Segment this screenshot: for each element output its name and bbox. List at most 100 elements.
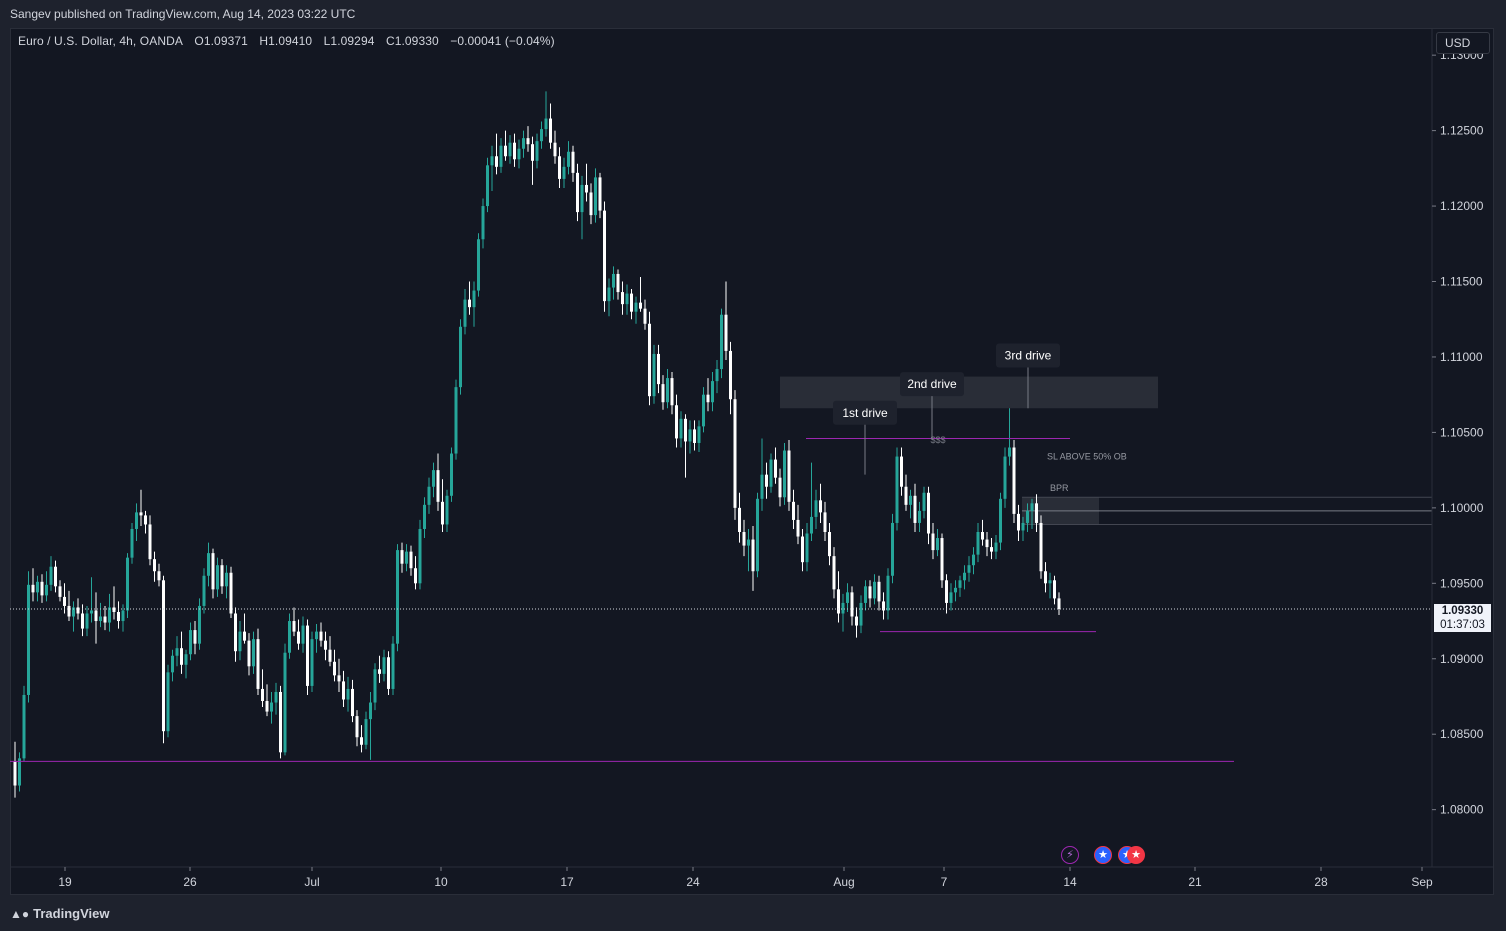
candle <box>477 233 480 297</box>
candle <box>202 568 206 614</box>
candle <box>891 513 894 584</box>
candle <box>729 341 732 415</box>
candle-body <box>850 592 854 617</box>
candle <box>418 519 422 590</box>
candle <box>450 447 453 502</box>
candle-body <box>117 611 120 622</box>
candle <box>85 605 89 637</box>
candle-body <box>936 538 939 551</box>
candle-body <box>180 648 183 665</box>
candlestick-chart[interactable]: 1st drive 2nd drive 3rd drive $$$ SL ABOVE 5… <box>10 28 1494 895</box>
candle-body <box>166 672 170 732</box>
candle <box>778 468 782 507</box>
candle-body <box>67 605 71 617</box>
us-flag-icon[interactable]: ★ <box>1094 846 1112 864</box>
candle <box>22 685 26 762</box>
candle-body <box>886 575 890 611</box>
candle-body <box>1044 571 1047 584</box>
candle-body <box>756 498 759 572</box>
candle-body <box>81 613 84 629</box>
candle <box>121 604 125 632</box>
candle <box>1021 516 1025 542</box>
candle <box>688 420 692 454</box>
time-tick-label: 26 <box>183 875 197 889</box>
us-flag-icon[interactable]: ★ <box>1127 846 1145 864</box>
candle-body <box>819 500 822 513</box>
candle <box>409 545 413 576</box>
candle <box>724 281 728 360</box>
candle <box>895 447 899 531</box>
time-tick-label: Jul <box>304 875 319 889</box>
candle-body <box>918 510 921 523</box>
symbol-name: Euro / U.S. Dollar, 4h, OANDA <box>18 34 183 48</box>
candle <box>742 519 746 557</box>
drive-callout: 3rd drive <box>996 343 1060 409</box>
candle-body <box>342 681 345 700</box>
candle-body <box>972 554 975 566</box>
candle <box>765 462 768 499</box>
candle-body <box>855 616 858 626</box>
candle-body <box>657 353 660 385</box>
candle <box>733 390 737 520</box>
candle-body <box>499 145 503 167</box>
candle-body <box>544 118 548 130</box>
currency-button[interactable]: USD <box>1436 32 1490 54</box>
candles <box>13 91 1061 798</box>
candle-body <box>940 538 944 581</box>
candle-body <box>810 516 813 534</box>
candle <box>981 519 984 546</box>
candle-body <box>949 592 953 603</box>
candle <box>337 658 341 692</box>
candle-body <box>931 533 935 551</box>
candle-body <box>292 621 296 632</box>
publish-info: Sangev published on TradingView.com, Aug… <box>10 7 356 21</box>
candle-body <box>220 565 224 587</box>
candle-body <box>459 326 462 388</box>
candle-body <box>549 118 552 143</box>
candle <box>1030 498 1034 529</box>
candle <box>382 649 386 682</box>
zones <box>780 376 1432 525</box>
candle-body <box>396 550 399 644</box>
candle <box>850 586 854 626</box>
candle <box>36 575 39 602</box>
candle-body <box>63 596 66 606</box>
candle <box>747 528 750 572</box>
candle <box>301 616 305 653</box>
candle <box>18 752 21 792</box>
candle <box>148 515 152 566</box>
candle <box>297 619 300 650</box>
candle-body <box>567 151 570 167</box>
candle-body <box>846 592 849 603</box>
candle-body <box>625 293 629 305</box>
candle <box>643 299 647 330</box>
candle-body <box>783 450 786 498</box>
candle <box>94 592 98 644</box>
candle <box>211 548 215 599</box>
candle-body <box>162 580 165 732</box>
candle-body <box>103 616 107 623</box>
candle-body <box>616 273 620 293</box>
lightning-icon[interactable]: ⚡ <box>1061 846 1079 864</box>
candle <box>171 649 174 682</box>
candle-body <box>99 616 102 622</box>
candle-body <box>837 589 840 614</box>
tradingview-logo[interactable]: ▲● TradingView <box>10 906 109 921</box>
candle-body <box>828 532 831 557</box>
candle <box>346 676 350 712</box>
candle-body <box>675 405 678 439</box>
time-tick-label: 19 <box>58 875 72 889</box>
candle-body <box>229 572 233 614</box>
candle <box>454 379 458 460</box>
candle-body <box>1053 580 1056 599</box>
candle-body <box>882 601 885 611</box>
candle-body <box>976 532 980 555</box>
candle <box>508 135 512 164</box>
candle-body <box>621 292 624 305</box>
candle-body <box>922 492 926 511</box>
candle <box>427 477 431 514</box>
candle <box>661 375 665 410</box>
candle <box>859 595 863 634</box>
candle <box>112 586 116 620</box>
candle-body <box>1003 456 1007 499</box>
